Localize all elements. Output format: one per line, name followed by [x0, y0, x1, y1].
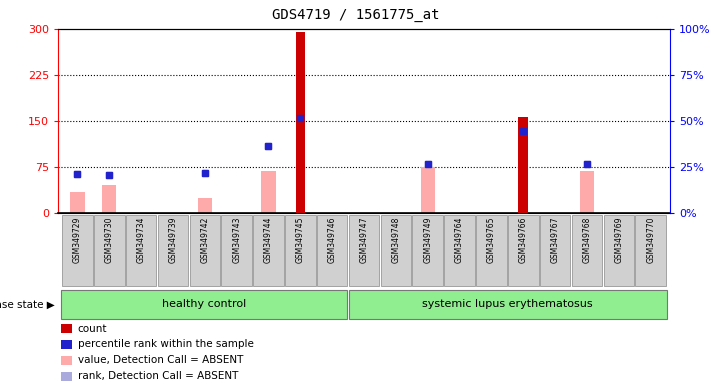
- Text: GSM349729: GSM349729: [73, 217, 82, 263]
- Text: GDS4719 / 1561775_at: GDS4719 / 1561775_at: [272, 8, 439, 22]
- Bar: [296, 32, 305, 213]
- Bar: [70, 192, 85, 213]
- Text: count: count: [78, 324, 107, 334]
- Text: rank, Detection Call = ABSENT: rank, Detection Call = ABSENT: [78, 371, 238, 381]
- Text: GSM349749: GSM349749: [423, 217, 432, 263]
- Text: GSM349739: GSM349739: [169, 217, 178, 263]
- FancyBboxPatch shape: [126, 215, 156, 286]
- Bar: [518, 117, 528, 213]
- Bar: [61, 356, 73, 365]
- Text: GSM349745: GSM349745: [296, 217, 305, 263]
- Text: GSM349764: GSM349764: [455, 217, 464, 263]
- Text: GSM349743: GSM349743: [232, 217, 241, 263]
- FancyBboxPatch shape: [604, 215, 634, 286]
- Text: GSM349746: GSM349746: [328, 217, 337, 263]
- Text: GSM349748: GSM349748: [391, 217, 400, 263]
- Text: GSM349734: GSM349734: [137, 217, 146, 263]
- FancyBboxPatch shape: [476, 215, 507, 286]
- Text: GSM349768: GSM349768: [582, 217, 592, 263]
- Text: GSM349770: GSM349770: [646, 217, 655, 263]
- FancyBboxPatch shape: [62, 215, 92, 286]
- FancyBboxPatch shape: [158, 215, 188, 286]
- Bar: [61, 372, 73, 381]
- FancyBboxPatch shape: [285, 215, 316, 286]
- FancyBboxPatch shape: [572, 215, 602, 286]
- FancyBboxPatch shape: [190, 215, 220, 286]
- FancyBboxPatch shape: [253, 215, 284, 286]
- FancyBboxPatch shape: [221, 215, 252, 286]
- Text: GSM349747: GSM349747: [360, 217, 368, 263]
- Text: percentile rank within the sample: percentile rank within the sample: [78, 339, 254, 349]
- Text: disease state ▶: disease state ▶: [0, 299, 55, 310]
- Text: GSM349766: GSM349766: [519, 217, 528, 263]
- Bar: [61, 324, 73, 333]
- Bar: [421, 167, 435, 213]
- Bar: [61, 340, 73, 349]
- Text: GSM349769: GSM349769: [614, 217, 624, 263]
- Text: GSM349730: GSM349730: [105, 217, 114, 263]
- Text: GSM349742: GSM349742: [201, 217, 209, 263]
- FancyBboxPatch shape: [348, 290, 667, 319]
- FancyBboxPatch shape: [444, 215, 475, 286]
- Bar: [262, 171, 276, 213]
- FancyBboxPatch shape: [636, 215, 666, 286]
- Bar: [198, 198, 212, 213]
- FancyBboxPatch shape: [412, 215, 443, 286]
- FancyBboxPatch shape: [94, 215, 124, 286]
- FancyBboxPatch shape: [348, 215, 380, 286]
- Text: value, Detection Call = ABSENT: value, Detection Call = ABSENT: [78, 355, 243, 365]
- Text: GSM349744: GSM349744: [264, 217, 273, 263]
- Text: healthy control: healthy control: [162, 299, 247, 310]
- FancyBboxPatch shape: [317, 215, 348, 286]
- Text: GSM349767: GSM349767: [550, 217, 560, 263]
- Bar: [579, 171, 594, 213]
- Bar: [102, 185, 117, 213]
- FancyBboxPatch shape: [380, 215, 411, 286]
- FancyBboxPatch shape: [540, 215, 570, 286]
- FancyBboxPatch shape: [61, 290, 348, 319]
- Text: GSM349765: GSM349765: [487, 217, 496, 263]
- FancyBboxPatch shape: [508, 215, 538, 286]
- Text: systemic lupus erythematosus: systemic lupus erythematosus: [422, 299, 593, 310]
